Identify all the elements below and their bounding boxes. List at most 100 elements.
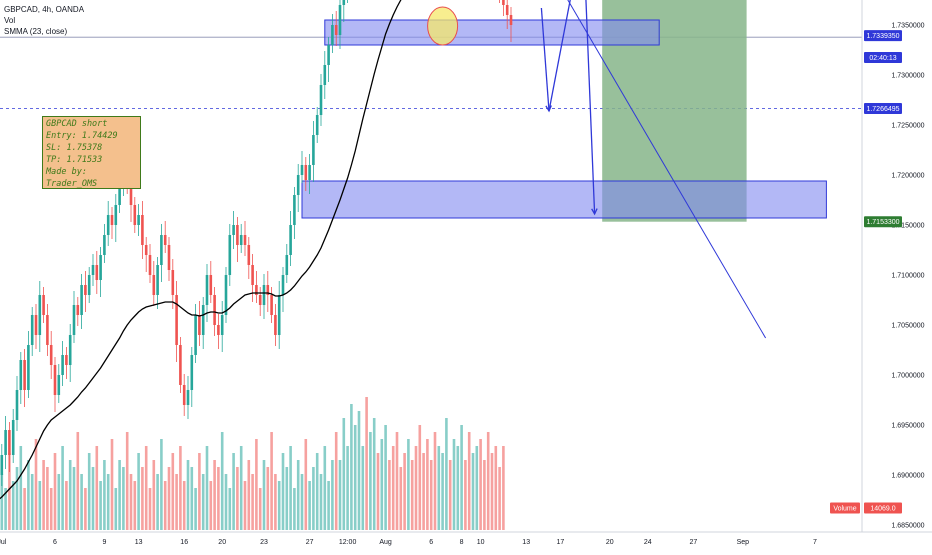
- candle-body[interactable]: [224, 275, 228, 315]
- candle-body[interactable]: [209, 275, 213, 295]
- candle-body[interactable]: [323, 65, 327, 85]
- candle-body[interactable]: [118, 185, 121, 205]
- candle-body[interactable]: [144, 245, 148, 255]
- candle-body[interactable]: [293, 195, 296, 225]
- candle-body[interactable]: [266, 285, 270, 295]
- candle-body[interactable]: [27, 345, 30, 390]
- candle-body[interactable]: [4, 430, 7, 455]
- price-tag[interactable]: [864, 30, 902, 42]
- candle-body[interactable]: [308, 165, 311, 180]
- candle-body[interactable]: [99, 255, 102, 280]
- candle-body[interactable]: [220, 315, 224, 335]
- candle-body[interactable]: [315, 115, 319, 135]
- candle-body[interactable]: [198, 315, 201, 335]
- candle-body[interactable]: [255, 285, 258, 295]
- candle-body[interactable]: [334, 25, 338, 35]
- candle-body[interactable]: [72, 305, 76, 335]
- candle-body[interactable]: [342, 0, 346, 5]
- candle-body[interactable]: [182, 385, 186, 405]
- candle-body[interactable]: [296, 175, 300, 195]
- price-tag[interactable]: [864, 103, 902, 114]
- candle-body[interactable]: [80, 285, 83, 315]
- candle-body[interactable]: [251, 265, 254, 285]
- candle-body[interactable]: [205, 275, 209, 305]
- price-tag[interactable]: [864, 216, 902, 228]
- support-zone[interactable]: [301, 180, 827, 219]
- candle-body[interactable]: [152, 275, 156, 295]
- candle-body[interactable]: [304, 165, 308, 180]
- candle-body[interactable]: [42, 295, 45, 315]
- candle-body[interactable]: [0, 455, 4, 475]
- pattern-marker[interactable]: [427, 6, 459, 46]
- projection-arrow[interactable]: [540, 7, 550, 112]
- candle-body[interactable]: [509, 15, 513, 25]
- candle-body[interactable]: [53, 365, 57, 395]
- candle-body[interactable]: [201, 305, 205, 335]
- trade-note-box[interactable]: GBPCAD short Entry: 1.74429 SL: 1.75378 …: [42, 116, 141, 189]
- candle-body[interactable]: [76, 305, 80, 315]
- candle-body[interactable]: [141, 215, 144, 245]
- candle-body[interactable]: [319, 85, 323, 115]
- candle-body[interactable]: [331, 25, 334, 45]
- candle-body[interactable]: [274, 315, 277, 335]
- candle-body[interactable]: [156, 265, 159, 295]
- candle-body[interactable]: [129, 180, 133, 205]
- candle-body[interactable]: [103, 235, 106, 255]
- candle-body[interactable]: [289, 225, 292, 255]
- candle-body[interactable]: [262, 285, 266, 305]
- candle-body[interactable]: [137, 215, 140, 225]
- candle-body[interactable]: [236, 225, 239, 245]
- candle-body[interactable]: [186, 390, 190, 405]
- candle-body[interactable]: [84, 285, 87, 295]
- candle-body[interactable]: [505, 5, 509, 15]
- candle-body[interactable]: [277, 295, 281, 335]
- candle-body[interactable]: [34, 315, 38, 335]
- candle-body[interactable]: [19, 360, 23, 390]
- candle-body[interactable]: [61, 355, 64, 375]
- candle-body[interactable]: [312, 135, 315, 165]
- candle-body[interactable]: [171, 270, 175, 295]
- projection-arrow[interactable]: [548, 0, 583, 112]
- candle-body[interactable]: [95, 265, 99, 280]
- candle-body[interactable]: [239, 235, 243, 245]
- candle-body[interactable]: [270, 295, 273, 315]
- candle-body[interactable]: [190, 355, 194, 390]
- candle-body[interactable]: [46, 315, 49, 345]
- candle-body[interactable]: [148, 255, 152, 275]
- support-zone[interactable]: [324, 19, 660, 46]
- candle-body[interactable]: [300, 165, 304, 175]
- candle-body[interactable]: [228, 235, 232, 275]
- candle-body[interactable]: [217, 325, 220, 335]
- candle-body[interactable]: [281, 275, 285, 295]
- candle-body[interactable]: [338, 5, 342, 35]
- candle-body[interactable]: [133, 205, 137, 225]
- candle-body[interactable]: [65, 355, 68, 365]
- candle-body[interactable]: [57, 375, 61, 395]
- candle-body[interactable]: [91, 265, 95, 275]
- candle-body[interactable]: [11, 420, 15, 455]
- candle-body[interactable]: [213, 295, 216, 325]
- candle-body[interactable]: [15, 390, 19, 420]
- candle-body[interactable]: [114, 205, 118, 225]
- projection-arrow[interactable]: [583, 0, 596, 215]
- candle-body[interactable]: [285, 255, 289, 275]
- candle-body[interactable]: [175, 295, 178, 345]
- candle-body[interactable]: [247, 245, 251, 265]
- trendline[interactable]: [359, 0, 767, 339]
- candle-body[interactable]: [106, 215, 110, 235]
- candle-body[interactable]: [110, 215, 114, 225]
- candle-body[interactable]: [160, 235, 163, 265]
- price-tag[interactable]: [864, 52, 902, 63]
- candle-body[interactable]: [327, 45, 330, 65]
- smma-line[interactable]: [0, 0, 511, 500]
- candle-body[interactable]: [232, 225, 235, 235]
- candle-body[interactable]: [38, 295, 42, 335]
- candle-body[interactable]: [68, 335, 72, 365]
- candle-body[interactable]: [49, 345, 53, 365]
- candle-body[interactable]: [8, 430, 11, 455]
- candle-body[interactable]: [163, 235, 167, 245]
- candle-body[interactable]: [87, 275, 91, 295]
- candle-body[interactable]: [30, 315, 34, 345]
